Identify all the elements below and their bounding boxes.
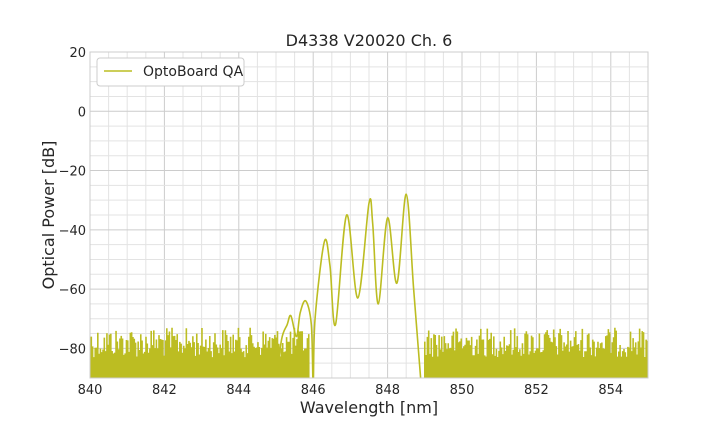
y-tick-label: −80 [59,342,86,357]
series-line-optoboard-qa [275,193,422,378]
x-axis-label: Wavelength [nm] [300,398,438,417]
x-tick-label: 852 [524,383,549,398]
y-axis-label: Optical Power [dB] [39,141,58,290]
plot-frame [89,51,649,379]
chart-title: D4338 V20020 Ch. 6 [286,31,453,50]
x-tick-label: 846 [301,383,326,398]
x-tick-label: 844 [226,383,251,398]
series-noise-floor [90,327,310,378]
y-tick-label: 20 [69,46,86,61]
x-tick-label: 850 [450,383,475,398]
x-tick-label: 842 [152,383,177,398]
series-layer [90,193,648,378]
legend-label: OptoBoard QA [143,64,244,80]
tick-labels: 840 842 844 846 848 850 852 854 20 0 −20 −40 −60 −80 [59,46,624,398]
y-tick-label: −40 [59,224,86,239]
x-tick-label: 854 [598,383,623,398]
series-noise-floor [424,327,648,378]
y-tick-label: −60 [59,283,86,298]
y-tick-label: −20 [59,165,86,180]
x-tick-label: 848 [375,383,400,398]
x-tick-label: 840 [78,383,103,398]
y-tick-label: 0 [78,105,86,120]
legend: OptoBoard QA [96,57,245,87]
legend-box [96,57,245,87]
